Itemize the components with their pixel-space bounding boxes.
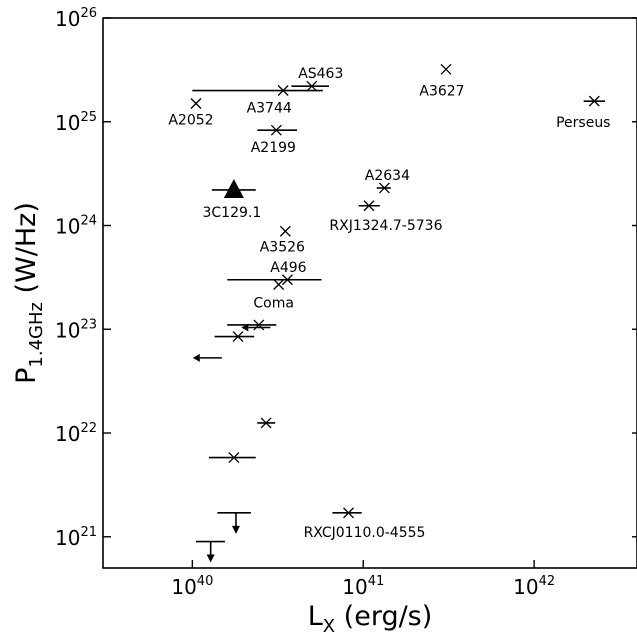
plot-frame xyxy=(102,17,637,569)
point-label: 3C129.1 xyxy=(202,205,261,221)
x-tick-label: 1042 xyxy=(513,574,555,599)
point-label: A3526 xyxy=(260,239,305,255)
point-label: A2199 xyxy=(251,140,296,156)
x-tick-label: 1041 xyxy=(342,574,384,599)
point-label: RXJ1324.7-5736 xyxy=(329,218,442,234)
point-label: A2634 xyxy=(365,168,410,184)
x-marker-stroke xyxy=(343,507,354,519)
y-axis-ticks: 1021 1022 1023 1024 1025 1026 xyxy=(55,6,637,550)
x-marker-stroke xyxy=(281,274,293,286)
x-marker-stroke xyxy=(277,85,289,96)
data-point xyxy=(257,417,276,429)
data-point: A3744 xyxy=(192,85,323,117)
x-marker-stroke xyxy=(306,80,318,92)
x-marker-stroke xyxy=(232,331,244,343)
y-tick-label: 1024 xyxy=(55,214,97,239)
data-point xyxy=(214,331,255,343)
x-marker-stroke xyxy=(273,279,285,290)
data-point xyxy=(241,323,271,332)
data-point: 3C129.1 xyxy=(202,178,261,221)
x-axis-title: LX (erg/s) xyxy=(308,601,433,635)
x-marker-stroke xyxy=(378,182,390,194)
data-points: A2052 A3744 AS463 A3627 Perseus A2199 3C129.1 A… xyxy=(168,63,610,563)
x-marker-stroke xyxy=(253,319,265,331)
point-label: Coma xyxy=(253,296,294,312)
y-tick-label: 1026 xyxy=(55,6,97,31)
upper-limit-arrow-head xyxy=(192,353,200,362)
data-point xyxy=(208,452,256,464)
x-marker-stroke xyxy=(440,63,452,75)
x-marker-stroke xyxy=(228,452,240,464)
data-point: AS463 xyxy=(291,66,343,92)
y-tick-label: 1021 xyxy=(55,525,97,550)
upper-limit-arrow-head xyxy=(206,554,215,563)
data-point: A2052 xyxy=(168,98,214,128)
point-label: Perseus xyxy=(556,115,610,131)
point-label: AS463 xyxy=(298,66,343,82)
point-label: A3744 xyxy=(247,101,292,117)
point-label: RXCJ0110.0-4555 xyxy=(304,525,426,541)
y-tick-label: 1025 xyxy=(55,110,97,135)
x-marker-stroke xyxy=(363,200,375,212)
y-tick-label: 1023 xyxy=(55,317,97,342)
x-marker-stroke xyxy=(190,98,202,109)
data-point: Perseus xyxy=(556,95,610,131)
data-point xyxy=(195,540,225,563)
point-label: A2052 xyxy=(168,112,213,128)
x-marker-stroke xyxy=(270,124,282,136)
x-axis-ticks: 1040 1041 1042 xyxy=(171,560,555,599)
point-label: A3627 xyxy=(419,83,464,99)
upper-limit-arrow-head xyxy=(231,525,240,534)
data-point: A2199 xyxy=(251,124,298,156)
x-marker-stroke xyxy=(260,417,272,429)
data-point: A2634 xyxy=(365,168,410,194)
x-marker-stroke xyxy=(279,225,291,237)
data-point xyxy=(227,319,277,331)
data-point: RXCJ0110.0-4555 xyxy=(304,507,426,541)
data-point xyxy=(217,512,251,534)
data-point: A3627 xyxy=(419,63,465,99)
y-axis-title: P1.4GHz (W/Hz) xyxy=(11,202,47,384)
upper-limit-arrow-head xyxy=(241,323,249,332)
data-point xyxy=(192,353,222,362)
x-marker-stroke xyxy=(588,95,600,107)
triangle-marker xyxy=(223,178,244,198)
data-point: RXJ1324.7-5736 xyxy=(329,200,443,234)
y-tick-label: 1022 xyxy=(55,421,97,446)
data-point: A3526 xyxy=(260,225,305,255)
x-tick-label: 1040 xyxy=(171,574,213,599)
point-label: A496 xyxy=(270,260,306,276)
data-point: Coma xyxy=(253,279,294,312)
